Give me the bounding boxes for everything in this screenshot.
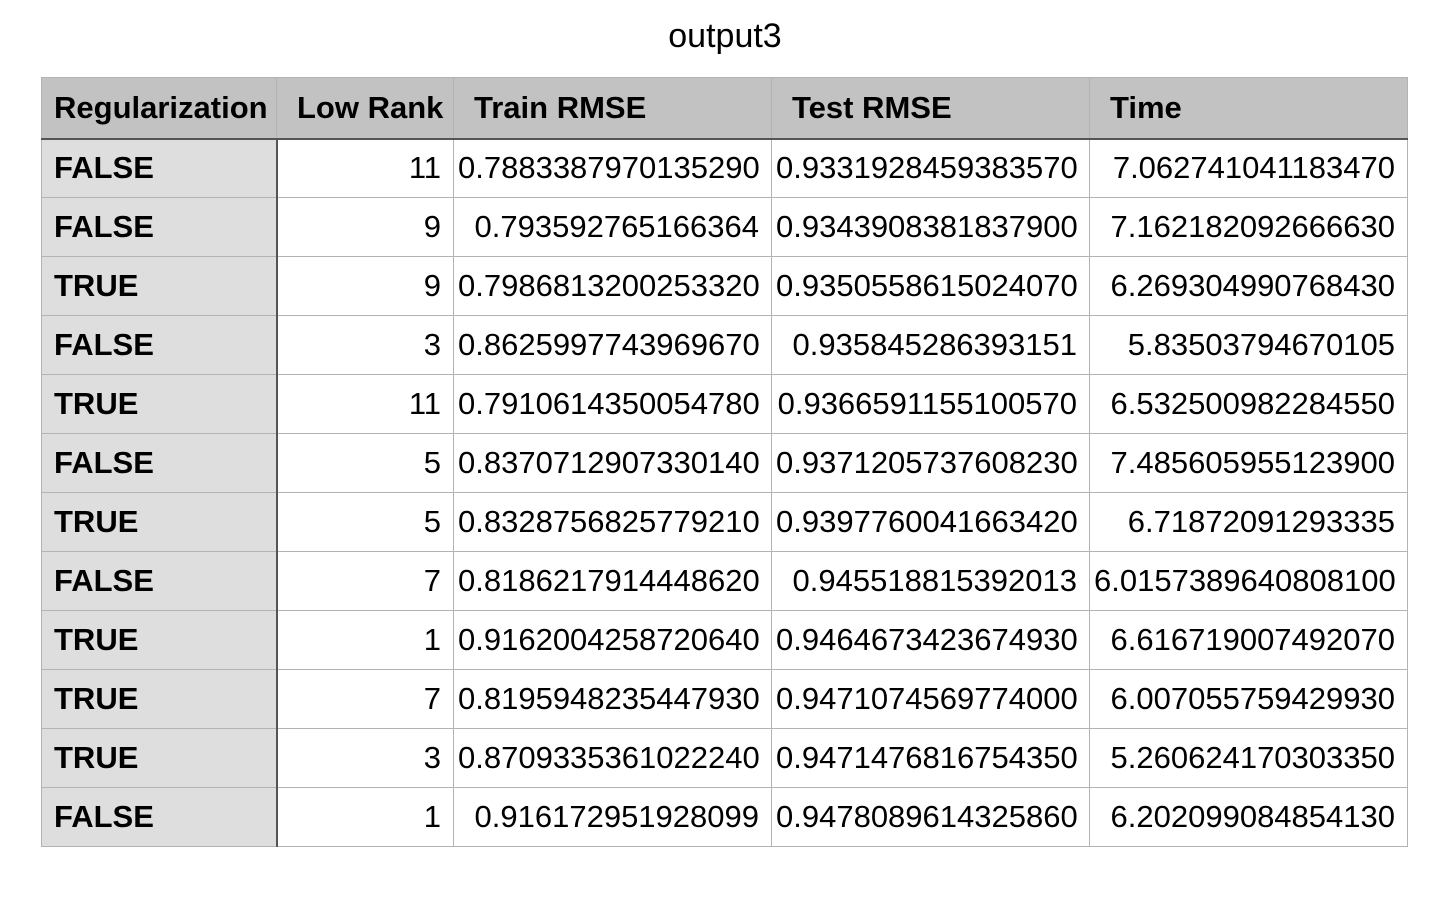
- table-row: FALSE 5 0.8370712907330140 0.93712057376082…: [41, 433, 1408, 493]
- cell-regularization[interactable]: FALSE: [41, 197, 278, 257]
- cell-low-rank[interactable]: 7: [276, 669, 454, 729]
- header-time[interactable]: Time: [1089, 77, 1408, 140]
- cell-low-rank[interactable]: 11: [276, 138, 454, 198]
- table-body: FALSE 11 0.7883387970135290 0.9331928459383…: [41, 138, 1408, 847]
- cell-regularization[interactable]: FALSE: [41, 433, 278, 493]
- cell-low-rank[interactable]: 9: [276, 256, 454, 316]
- cell-train-rmse[interactable]: 0.8328756825779210: [453, 492, 772, 552]
- cell-low-rank[interactable]: 11: [276, 374, 454, 434]
- cell-regularization[interactable]: FALSE: [41, 551, 278, 611]
- cell-train-rmse[interactable]: 0.793592765166364: [453, 197, 772, 257]
- cell-low-rank[interactable]: 1: [276, 610, 454, 670]
- cell-train-rmse[interactable]: 0.9162004258720640: [453, 610, 772, 670]
- table-row: FALSE 7 0.8186217914448620 0.94551881539201…: [41, 551, 1408, 611]
- cell-time[interactable]: 6.202099084854130: [1089, 787, 1408, 847]
- cell-train-rmse[interactable]: 0.916172951928099: [453, 787, 772, 847]
- cell-train-rmse[interactable]: 0.7910614350054780: [453, 374, 772, 434]
- cell-test-rmse[interactable]: 0.935845286393151: [771, 315, 1090, 375]
- cell-regularization[interactable]: TRUE: [41, 669, 278, 729]
- header-regularization[interactable]: Regularization: [41, 77, 277, 140]
- cell-train-rmse[interactable]: 0.8195948235447930: [453, 669, 772, 729]
- table-row: FALSE 3 0.8625997743969670 0.93584528639315…: [41, 315, 1408, 375]
- table-row: TRUE 5 0.8328756825779210 0.939776004166342…: [41, 492, 1408, 552]
- table-row: FALSE 9 0.793592765166364 0.934390838183790…: [41, 197, 1408, 257]
- cell-low-rank[interactable]: 9: [276, 197, 454, 257]
- cell-time[interactable]: 6.71872091293335: [1089, 492, 1408, 552]
- table-row: TRUE 9 0.7986813200253320 0.935055861502407…: [41, 256, 1408, 316]
- cell-time[interactable]: 7.162182092666630: [1089, 197, 1408, 257]
- cell-time[interactable]: 5.83503794670105: [1089, 315, 1408, 375]
- cell-time[interactable]: 6.007055759429930: [1089, 669, 1408, 729]
- table-row: TRUE 7 0.8195948235447930 0.947107456977400…: [41, 669, 1408, 729]
- cell-time[interactable]: 7.485605955123900: [1089, 433, 1408, 493]
- cell-train-rmse[interactable]: 0.7986813200253320: [453, 256, 772, 316]
- cell-time[interactable]: 6.269304990768430: [1089, 256, 1408, 316]
- results-table: Regularization Low Rank Train RMSE Test …: [41, 77, 1408, 847]
- cell-time[interactable]: 7.062741041183470: [1089, 138, 1408, 198]
- cell-regularization[interactable]: TRUE: [41, 610, 278, 670]
- cell-regularization[interactable]: FALSE: [41, 315, 278, 375]
- header-row: Regularization Low Rank Train RMSE Test …: [41, 77, 1408, 140]
- cell-time[interactable]: 6.532500982284550: [1089, 374, 1408, 434]
- cell-test-rmse[interactable]: 0.9366591155100570: [771, 374, 1090, 434]
- cell-regularization[interactable]: TRUE: [41, 492, 278, 552]
- cell-low-rank[interactable]: 5: [276, 492, 454, 552]
- cell-test-rmse[interactable]: 0.9350558615024070: [771, 256, 1090, 316]
- cell-low-rank[interactable]: 5: [276, 433, 454, 493]
- cell-regularization[interactable]: TRUE: [41, 374, 278, 434]
- cell-time[interactable]: 6.0157389640808100: [1089, 551, 1408, 611]
- cell-time[interactable]: 6.616719007492070: [1089, 610, 1408, 670]
- cell-regularization[interactable]: TRUE: [41, 728, 278, 788]
- table-row: TRUE 3 0.8709335361022240 0.947147681675435…: [41, 728, 1408, 788]
- table-row: FALSE 1 0.916172951928099 0.947808961432586…: [41, 787, 1408, 847]
- cell-test-rmse[interactable]: 0.9397760041663420: [771, 492, 1090, 552]
- cell-train-rmse[interactable]: 0.8370712907330140: [453, 433, 772, 493]
- cell-test-rmse[interactable]: 0.9471476816754350: [771, 728, 1090, 788]
- cell-test-rmse[interactable]: 0.9371205737608230: [771, 433, 1090, 493]
- header-low-rank[interactable]: Low Rank: [276, 77, 454, 140]
- cell-low-rank[interactable]: 3: [276, 315, 454, 375]
- cell-test-rmse[interactable]: 0.9478089614325860: [771, 787, 1090, 847]
- cell-test-rmse[interactable]: 0.9471074569774000: [771, 669, 1090, 729]
- page-title: output3: [668, 17, 782, 55]
- cell-low-rank[interactable]: 3: [276, 728, 454, 788]
- cell-regularization[interactable]: TRUE: [41, 256, 278, 316]
- cell-test-rmse[interactable]: 0.945518815392013: [771, 551, 1090, 611]
- cell-regularization[interactable]: FALSE: [41, 787, 278, 847]
- table-row: FALSE 11 0.7883387970135290 0.9331928459383…: [41, 138, 1408, 198]
- cell-low-rank[interactable]: 1: [276, 787, 454, 847]
- cell-regularization[interactable]: FALSE: [41, 138, 278, 198]
- cell-low-rank[interactable]: 7: [276, 551, 454, 611]
- header-train-rmse[interactable]: Train RMSE: [453, 77, 772, 140]
- cell-test-rmse[interactable]: 0.9343908381837900: [771, 197, 1090, 257]
- cell-train-rmse[interactable]: 0.8709335361022240: [453, 728, 772, 788]
- cell-train-rmse[interactable]: 0.8186217914448620: [453, 551, 772, 611]
- table-row: TRUE 1 0.9162004258720640 0.946467342367493…: [41, 610, 1408, 670]
- cell-train-rmse[interactable]: 0.7883387970135290: [453, 138, 772, 198]
- cell-train-rmse[interactable]: 0.8625997743969670: [453, 315, 772, 375]
- cell-time[interactable]: 5.260624170303350: [1089, 728, 1408, 788]
- table-row: TRUE 11 0.7910614350054780 0.93665911551005…: [41, 374, 1408, 434]
- header-test-rmse[interactable]: Test RMSE: [771, 77, 1090, 140]
- cell-test-rmse[interactable]: 0.9464673423674930: [771, 610, 1090, 670]
- cell-test-rmse[interactable]: 0.9331928459383570: [771, 138, 1090, 198]
